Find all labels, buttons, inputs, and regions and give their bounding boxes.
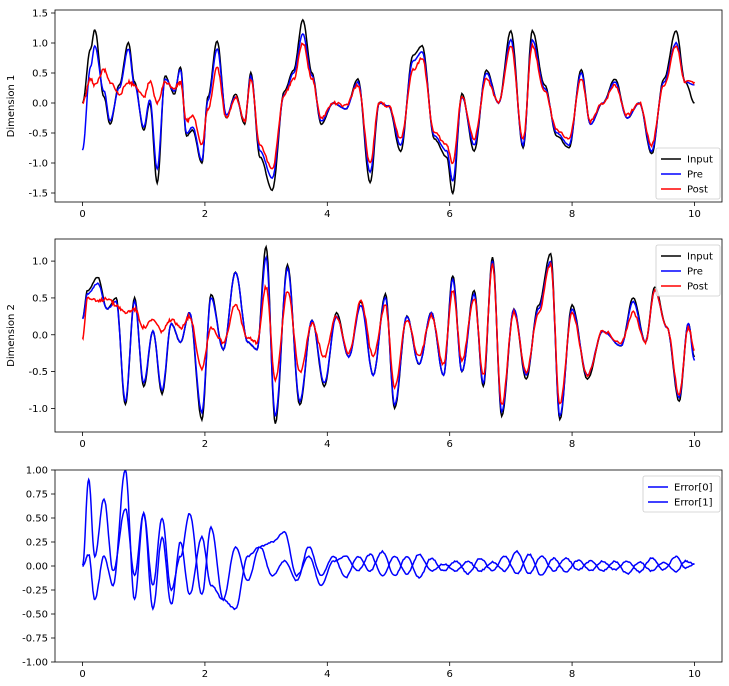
- y-tick-label: 1.5: [32, 9, 48, 20]
- y-tick-label: 0.0: [32, 330, 48, 341]
- y-tick-label: -0.5: [28, 129, 48, 140]
- y-tick-label: -1.5: [28, 189, 48, 200]
- series-line-error-0-: [81, 477, 695, 602]
- series-line-post: [82, 42, 696, 170]
- axes-frame: [54, 238, 723, 433]
- y-tick-label: 0.50: [26, 514, 48, 525]
- legend-label: Error[1]: [674, 498, 713, 509]
- legend-box: [642, 475, 721, 513]
- x-tick-label: 4: [324, 439, 330, 450]
- y-tick-label: -0.25: [22, 586, 48, 597]
- x-tick-label: 4: [324, 669, 330, 680]
- y-axis-label: Dimension 2: [6, 304, 17, 367]
- legend-box: [655, 244, 721, 297]
- legend-box: [655, 147, 721, 200]
- legend: Input Pre Post: [655, 147, 721, 200]
- x-tick-label: 10: [688, 669, 701, 680]
- x-tick-label: 0: [79, 439, 85, 450]
- y-tick-label: 1.00: [26, 466, 48, 477]
- panel-dimension-2: 0 2 4 6 8 10 -1.0 -0.5 0.0 0.5 1.0 Dimension 2 Input…: [6, 238, 723, 450]
- y-tick-label: 0.25: [26, 538, 48, 549]
- y-tick-label: 0.5: [32, 69, 48, 80]
- legend: Input Pre Post: [655, 244, 721, 297]
- y-tick-label: 1.0: [32, 39, 48, 50]
- y-tick-label: 1.0: [32, 257, 48, 268]
- legend-label: Pre: [687, 170, 703, 181]
- panel-dimension-1: 0 2 4 6 8 10 -1.5 -1.0 -0.5 0.0 0.5 1.0 1.5 Dimension…: [6, 9, 723, 220]
- x-tick-label: 2: [202, 669, 208, 680]
- legend: Error[0] Error[1]: [642, 475, 721, 513]
- y-tick-label: -1.0: [28, 404, 48, 415]
- x-tick-label: 8: [569, 669, 575, 680]
- y-tick-label: -1.00: [22, 658, 48, 669]
- series-line-post: [81, 261, 695, 405]
- x-tick-label: 10: [688, 209, 701, 220]
- series-line-error-1-: [82, 470, 695, 611]
- axes-frame: [54, 9, 723, 203]
- y-tick-label: 0.00: [26, 562, 48, 573]
- x-tick-label: 0: [79, 209, 85, 220]
- legend-label: Post: [687, 185, 708, 196]
- series-line-pre: [81, 33, 695, 182]
- legend-label: Post: [687, 282, 708, 293]
- series-line-pre: [81, 255, 696, 418]
- legend-label: Error[0]: [674, 483, 713, 494]
- panel-error: 0 2 4 6 8 10 -1.00 -0.75 -0.50 -0.25 0.00 0.25 0.50 0…: [22, 466, 723, 680]
- x-tick-label: 0: [79, 669, 85, 680]
- x-tick-label: 8: [569, 439, 575, 450]
- legend-label: Input: [687, 252, 713, 263]
- y-tick-label: -0.50: [22, 610, 48, 621]
- legend-label: Input: [687, 155, 713, 166]
- x-tick-label: 2: [202, 209, 208, 220]
- y-tick-label: 0.75: [26, 490, 48, 501]
- y-tick-label: -1.0: [28, 159, 48, 170]
- x-tick-label: 2: [202, 439, 208, 450]
- y-tick-label: 0.0: [32, 99, 48, 110]
- y-tick-label: -0.75: [22, 634, 48, 645]
- x-tick-label: 8: [569, 209, 575, 220]
- y-axis-label: Dimension 1: [6, 75, 17, 138]
- y-tick-label: -0.5: [28, 367, 48, 378]
- x-tick-label: 6: [447, 209, 453, 220]
- x-tick-label: 4: [324, 209, 330, 220]
- x-tick-label: 6: [447, 439, 453, 450]
- y-tick-label: 0.5: [32, 293, 48, 304]
- x-tick-label: 10: [688, 439, 701, 450]
- x-tick-label: 6: [447, 669, 453, 680]
- legend-label: Pre: [687, 267, 703, 278]
